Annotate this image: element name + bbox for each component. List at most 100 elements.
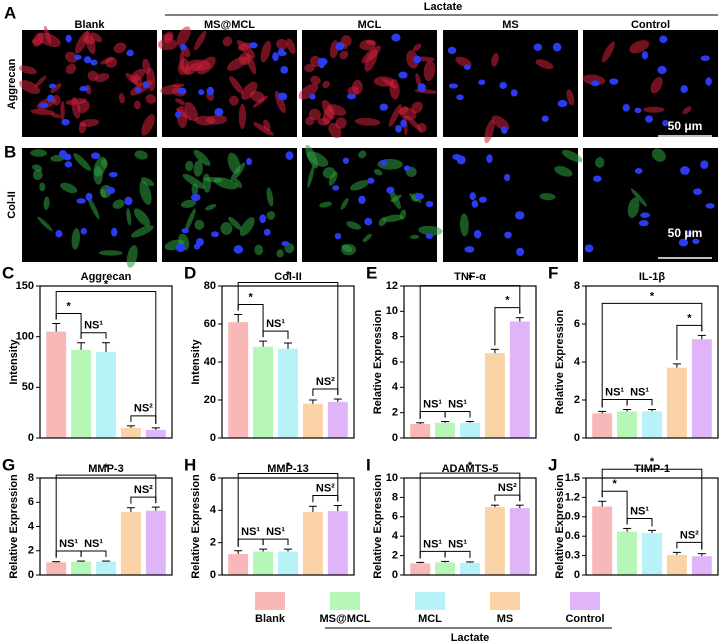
row-label: Aggrecan (6, 58, 18, 109)
cytoplasm (415, 73, 422, 88)
bar (509, 508, 530, 575)
y-tick-label: 0 (28, 432, 34, 444)
bar (642, 532, 662, 575)
significance-bracket: NS¹ (626, 386, 653, 406)
bar (691, 339, 712, 438)
nucleus (634, 167, 643, 174)
nucleus (346, 93, 356, 100)
nucleus (80, 227, 87, 235)
cytoplasm (227, 152, 241, 174)
y-tick-label: 0.9 (565, 511, 580, 523)
bar (460, 562, 480, 575)
nucleus (425, 233, 434, 239)
nucleus (464, 246, 475, 253)
nucleus (590, 80, 600, 87)
nucleus (486, 154, 493, 164)
error-bar (466, 421, 474, 423)
legend-swatch (330, 592, 360, 610)
nucleus (263, 228, 271, 236)
chart-title: Aggrecan (81, 271, 132, 283)
cytoplasm (411, 101, 423, 114)
nucleus (367, 177, 375, 184)
nucleus (83, 56, 92, 64)
significance-label: NS¹ (59, 538, 78, 550)
significance-bracket: NS² (676, 529, 703, 550)
plot-frame (39, 477, 173, 576)
significance-bracket: NS¹ (262, 526, 289, 546)
nucleus (318, 60, 325, 69)
bracket (55, 290, 157, 424)
nucleus (700, 160, 709, 170)
chart-title: ADAMTS-5 (442, 463, 499, 475)
cytoplasm (175, 98, 186, 106)
cytoplasm (19, 80, 41, 95)
significance-label: * (104, 462, 109, 474)
error-bar (515, 317, 524, 322)
cytoplasm (322, 106, 334, 125)
cytoplasm (139, 180, 152, 205)
nucleus (379, 103, 389, 111)
error-bar (623, 409, 632, 412)
significance-bracket: NS² (312, 376, 339, 396)
cytoplasm (601, 41, 615, 63)
error-bar (598, 500, 607, 507)
legend-swatch (490, 592, 520, 610)
cytoplasm (539, 193, 556, 201)
cytoplasm (491, 52, 499, 67)
nucleus (634, 107, 642, 114)
bar (592, 413, 613, 438)
nucleus (413, 55, 422, 64)
cytoplasm (561, 149, 583, 163)
cytoplasm (141, 114, 155, 136)
nucleus (645, 115, 653, 123)
bar (46, 562, 67, 575)
y-tick-label: 80 (204, 280, 216, 292)
bar (278, 348, 298, 438)
significance-bracket: * (676, 312, 703, 360)
significance-label: * (613, 478, 618, 490)
cytoplasm (358, 150, 367, 159)
y-tick-label: 6 (392, 511, 398, 523)
bar (435, 422, 456, 438)
y-tick-label: 4 (28, 520, 35, 532)
error-bar (697, 553, 706, 557)
error-bar (697, 334, 706, 340)
significance-bracket: * (419, 460, 521, 559)
cytoplasm (418, 225, 443, 236)
bracket (55, 474, 157, 558)
panel-letter: I (366, 455, 371, 474)
error-bar (126, 425, 135, 428)
nucleus (191, 193, 201, 202)
bracket (80, 550, 107, 558)
nucleus (85, 192, 93, 201)
nucleus (280, 66, 289, 74)
significance-label: * (468, 273, 473, 285)
significance-label: NS¹ (630, 505, 649, 517)
y-tick-label: 4 (392, 530, 399, 542)
significance-label: NS² (134, 403, 153, 415)
bracket (444, 411, 471, 418)
bar (120, 427, 141, 438)
nucleus (106, 187, 116, 194)
panel-letter: J (548, 455, 557, 474)
nucleus (198, 89, 205, 96)
micrograph (157, 26, 297, 137)
cytoplasm (87, 70, 99, 82)
bracket (601, 468, 703, 550)
cytoplasm (118, 93, 125, 104)
bar (691, 556, 712, 575)
significance-label: * (505, 295, 510, 307)
bracket (626, 399, 653, 406)
cytoplasm (423, 60, 436, 82)
cytoplasm (535, 59, 554, 70)
micrograph (302, 144, 443, 262)
cytoplasm (310, 55, 322, 67)
cytoplasm (252, 95, 268, 108)
bar (460, 422, 480, 438)
y-axis-label: Relative Expression (8, 474, 20, 579)
cytoplasm (347, 86, 359, 96)
y-tick-label: 6 (28, 496, 34, 508)
cytoplasm (130, 68, 146, 82)
cytoplasm (252, 122, 274, 136)
bracket (262, 330, 289, 339)
